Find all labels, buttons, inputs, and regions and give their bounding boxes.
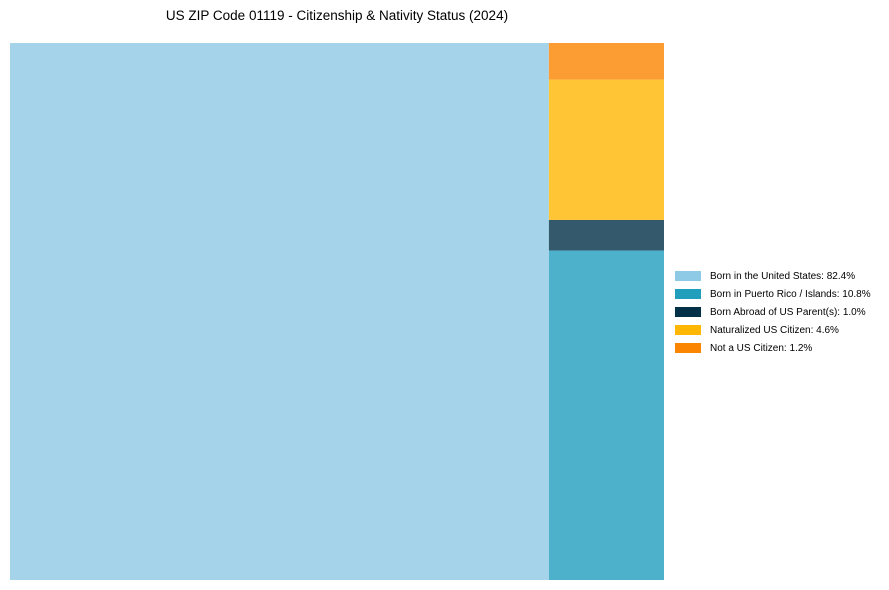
legend-label-2: Born Abroad of US Parent(s): 1.0% <box>710 306 866 318</box>
legend-label-0: Born in the United States: 82.4% <box>710 270 856 282</box>
legend-swatch-0 <box>675 271 701 281</box>
treemap-tile-0 <box>10 43 549 580</box>
legend-label-3: Naturalized US Citizen: 4.6% <box>710 324 839 336</box>
legend-item-2: Born Abroad of US Parent(s): 1.0% <box>675 303 871 321</box>
legend-swatch-2 <box>675 307 701 317</box>
legend-item-4: Not a US Citizen: 1.2% <box>675 339 871 357</box>
chart-title: US ZIP Code 01119 - Citizenship & Nativi… <box>165 8 509 23</box>
legend-label-1: Born in Puerto Rico / Islands: 10.8% <box>710 288 871 300</box>
legend-item-1: Born in Puerto Rico / Islands: 10.8% <box>675 285 871 303</box>
treemap-tile-1 <box>548 250 664 580</box>
legend-item-3: Naturalized US Citizen: 4.6% <box>675 321 871 339</box>
treemap-tile-3 <box>548 79 664 220</box>
legend-label-4: Not a US Citizen: 1.2% <box>710 342 813 354</box>
legend-swatch-1 <box>675 289 701 299</box>
legend-swatch-3 <box>675 325 701 335</box>
treemap-tile-2 <box>548 219 664 251</box>
legend-swatch-4 <box>675 343 701 353</box>
treemap-tile-4 <box>548 43 664 80</box>
legend: Born in the United States: 82.4% Born in … <box>675 267 871 357</box>
treemap-tiles <box>10 43 664 580</box>
legend-item-0: Born in the United States: 82.4% <box>675 267 871 285</box>
